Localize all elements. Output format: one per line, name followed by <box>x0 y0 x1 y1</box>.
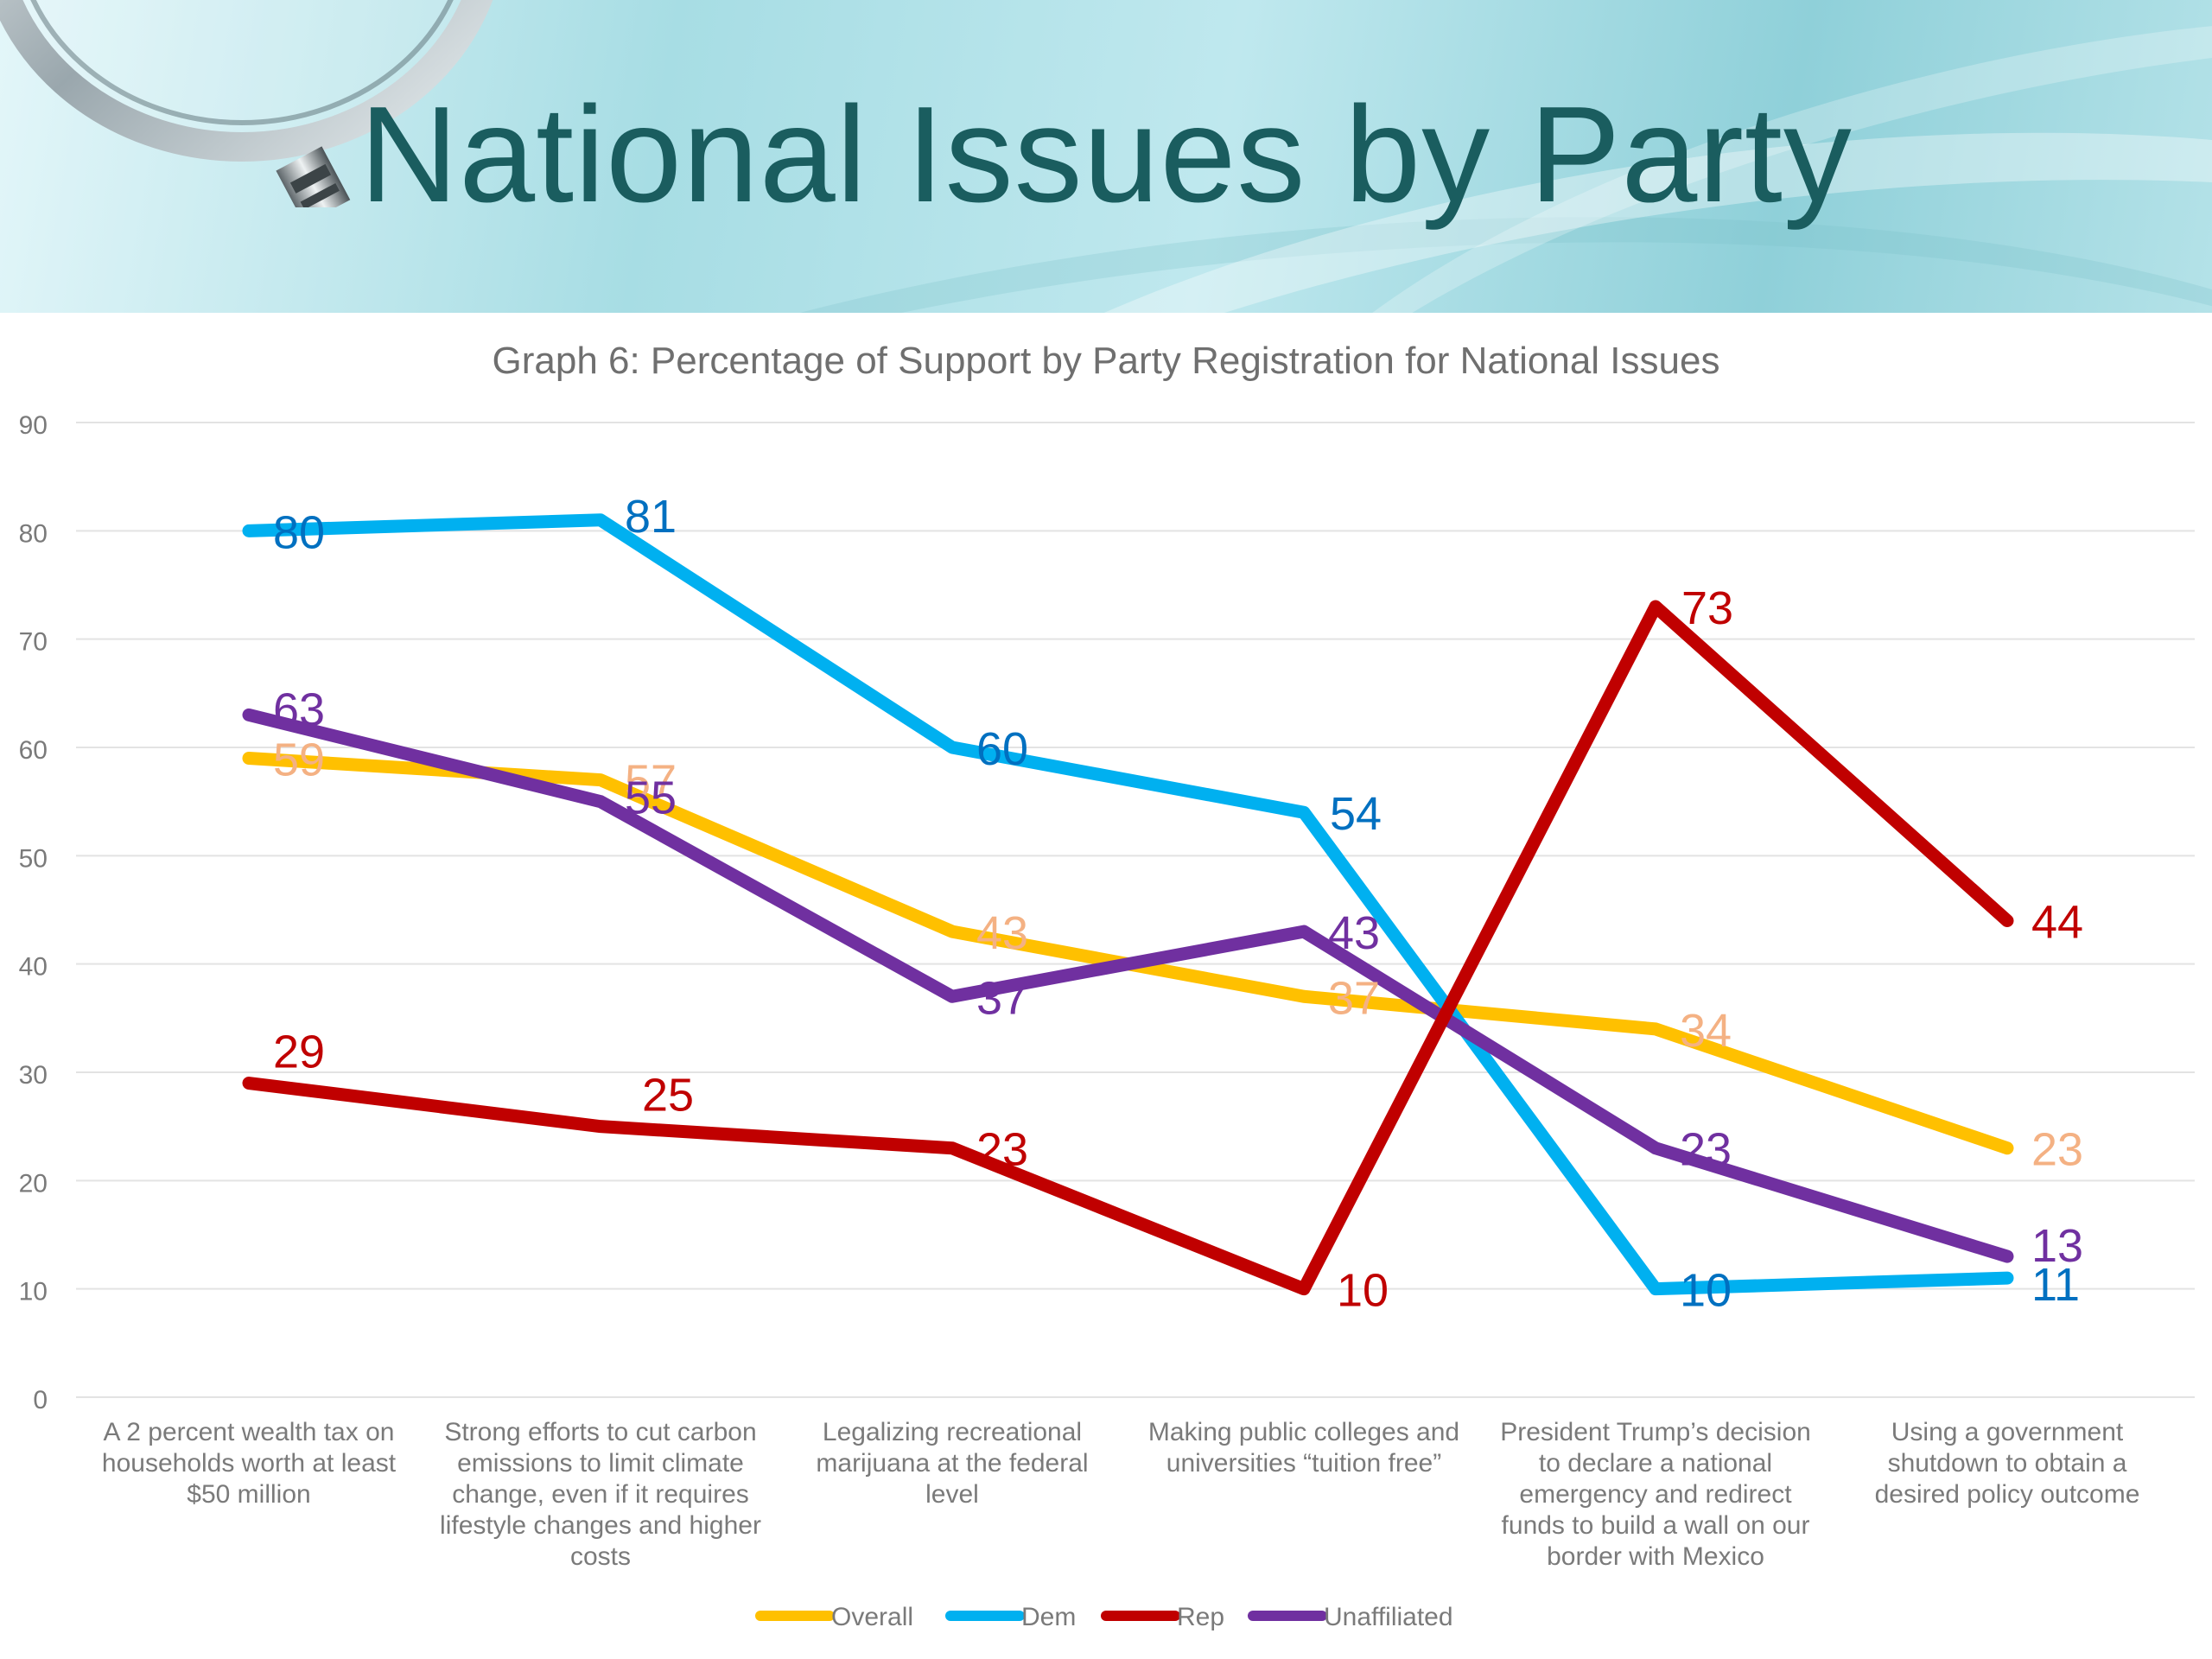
data-label-unaffiliated: 23 <box>1680 1124 1732 1176</box>
x-category-label-line: Making public colleges and <box>1148 1418 1459 1446</box>
x-category-label-line: emissions to limit climate <box>457 1449 744 1478</box>
line-chart: Graph 6: Percentage of Support by Party … <box>19 340 2195 1631</box>
y-tick-label: 60 <box>19 736 48 765</box>
series-line-overall <box>242 752 2014 1155</box>
legend-label-overall: Overall <box>831 1603 913 1631</box>
data-label-dem: 10 <box>1680 1265 1732 1317</box>
data-label-rep: 29 <box>273 1027 325 1078</box>
legend: Overall Dem Rep Unaffiliated <box>755 1603 1453 1631</box>
data-label-overall: 23 <box>2031 1124 2083 1176</box>
legend-label-rep: Rep <box>1177 1603 1224 1631</box>
x-category-label-line: change, even if it requires <box>452 1480 749 1509</box>
data-labels: 59 57 43 37 34 23 80 81 60 54 10 11 29 25 23 10 73 44 63 55… <box>273 491 2083 1317</box>
data-label-unaffiliated: 43 <box>1328 907 1380 959</box>
chart-title: Graph 6: Percentage of Support by Party … <box>493 340 1720 382</box>
data-label-unaffiliated: 63 <box>273 683 325 735</box>
x-category-label: President Trump’s decision to declare a n… <box>1500 1418 1811 1571</box>
x-category-label-line: universities “tuition free” <box>1166 1449 1441 1478</box>
x-category-label-line: border with Mexico <box>1547 1542 1764 1571</box>
x-category-label-line: President Trump’s decision <box>1500 1418 1811 1446</box>
data-label-rep: 44 <box>2031 897 2083 949</box>
x-category-label-line: A 2 percent wealth tax on <box>104 1418 395 1446</box>
y-tick-label: 10 <box>19 1278 48 1306</box>
series-line-dem <box>242 513 2014 1296</box>
x-category-label: Legalizing recreational marijuana at the … <box>816 1418 1088 1509</box>
x-category-label-line: Using a government <box>1891 1418 2124 1446</box>
data-label-rep: 10 <box>1337 1265 1389 1317</box>
x-category-label-line: Legalizing recreational <box>823 1418 1082 1446</box>
y-tick-label: 0 <box>33 1386 48 1414</box>
x-category-label: Making public colleges and universities “… <box>1148 1418 1459 1478</box>
x-category-label: Using a government shutdown to obtain a de… <box>1875 1418 2140 1509</box>
data-label-overall: 59 <box>273 734 325 786</box>
legend-label-dem: Dem <box>1021 1603 1076 1631</box>
data-label-overall: 57 <box>625 756 677 808</box>
data-label-unaffiliated: 13 <box>2031 1220 2083 1272</box>
data-label-rep: 73 <box>1681 582 1733 634</box>
x-axis-category-labels: A 2 percent wealth tax on households wort… <box>102 1418 2140 1571</box>
legend-label-unaffiliated: Unaffiliated <box>1324 1603 1453 1631</box>
y-tick-label: 80 <box>19 519 48 548</box>
data-label-dem: 60 <box>976 723 1028 775</box>
y-tick-label: 20 <box>19 1169 48 1198</box>
data-label-overall: 37 <box>1328 972 1380 1024</box>
x-category-label-line: lifestyle changes and higher <box>440 1511 761 1540</box>
data-label-rep: 25 <box>642 1070 694 1122</box>
data-label-rep: 23 <box>976 1124 1028 1176</box>
data-label-dem: 81 <box>625 491 677 543</box>
data-label-overall: 34 <box>1680 1005 1732 1057</box>
x-category-label-line: level <box>925 1480 979 1509</box>
title-banner: National Issues by Party <box>0 0 2212 313</box>
x-category-label-line: funds to build a wall on our <box>1502 1511 1810 1540</box>
data-label-dem: 54 <box>1330 788 1382 840</box>
x-category-label-line: costs <box>570 1542 631 1571</box>
y-axis-ticks: 0 10 20 30 40 50 60 70 80 90 <box>19 411 48 1414</box>
page-title: National Issues by Party <box>359 79 1853 231</box>
y-tick-label: 90 <box>19 411 48 440</box>
gridlines <box>76 422 2195 1398</box>
data-label-unaffiliated: 37 <box>976 972 1028 1024</box>
x-category-label-line: households worth at least <box>102 1449 397 1478</box>
magnifying-glass-icon <box>0 0 493 207</box>
y-tick-label: 50 <box>19 844 48 873</box>
x-category-label: Strong efforts to cut carbon emissions to… <box>440 1418 761 1571</box>
data-label-dem: 11 <box>2031 1259 2080 1311</box>
x-category-label: A 2 percent wealth tax on households wort… <box>102 1418 397 1509</box>
x-category-label-line: marijuana at the federal <box>816 1449 1088 1478</box>
y-tick-label: 30 <box>19 1061 48 1090</box>
y-tick-label: 70 <box>19 628 48 657</box>
series-line-unaffiliated <box>242 708 2014 1263</box>
x-category-label-line: desired policy outcome <box>1875 1480 2140 1509</box>
x-category-label-line: shutdown to obtain a <box>1888 1449 2127 1478</box>
data-label-overall: 43 <box>976 907 1028 959</box>
y-tick-label: 40 <box>19 953 48 982</box>
x-category-label-line: Strong efforts to cut carbon <box>444 1418 756 1446</box>
series-lines <box>242 513 2014 1296</box>
series-line-rep <box>242 600 2014 1296</box>
x-category-label-line: to declare a national <box>1539 1449 1772 1478</box>
x-category-label-line: $50 million <box>187 1480 310 1509</box>
data-label-unaffiliated: 55 <box>625 772 677 824</box>
x-category-label-line: emergency and redirect <box>1519 1480 1792 1509</box>
data-label-dem: 80 <box>273 506 325 558</box>
